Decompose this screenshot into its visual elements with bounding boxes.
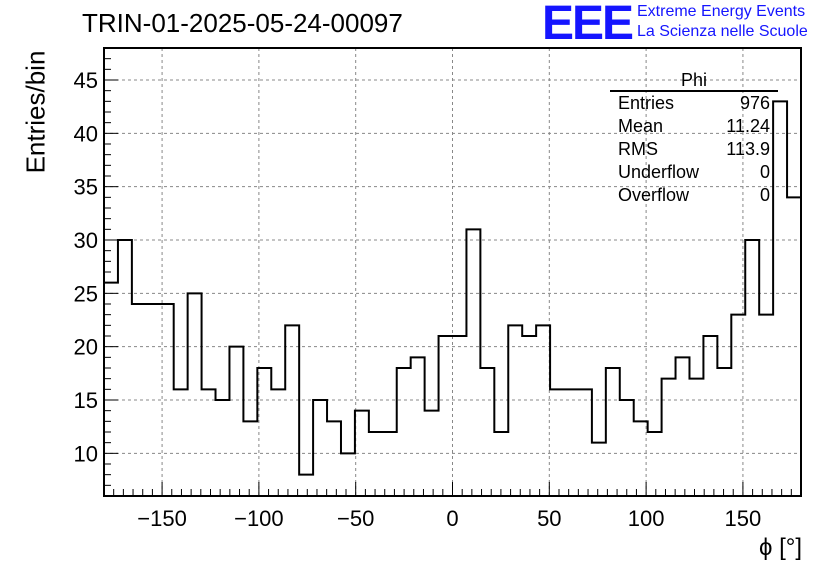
histogram-bin <box>132 304 146 496</box>
x-tick-label: −150 <box>137 506 187 531</box>
histogram-bin <box>118 240 132 496</box>
logo-line-2: La Scienza nelle Scuole <box>637 23 808 40</box>
histogram-bin <box>216 400 230 496</box>
stats-value: 0 <box>759 162 770 182</box>
y-axis-label: Entries/bin <box>20 50 51 174</box>
x-tick-label: 100 <box>628 506 665 531</box>
x-tick-label: 0 <box>446 506 458 531</box>
histogram-bin <box>759 315 773 496</box>
histogram-bin <box>536 325 550 496</box>
histogram-bin <box>634 421 648 496</box>
histogram-bin <box>550 389 564 496</box>
stats-label: Underflow <box>618 162 700 182</box>
stats-value: 0 <box>759 185 770 205</box>
histogram-bin <box>285 325 299 496</box>
stats-row: Mean 11.24 <box>610 115 778 138</box>
histogram-bin <box>411 357 425 496</box>
histogram-bin <box>327 421 341 496</box>
stats-value: 976 <box>739 93 770 113</box>
x-tick-label: 150 <box>725 506 762 531</box>
y-tick-label: 45 <box>74 68 98 93</box>
x-tick-label: −50 <box>337 506 374 531</box>
histogram-bin <box>606 368 620 496</box>
histogram-bin <box>592 443 606 496</box>
histogram-bin <box>188 293 202 496</box>
y-tick-label: 25 <box>74 281 98 306</box>
histogram-bin <box>578 389 592 496</box>
histogram-bin <box>439 336 453 496</box>
histogram-bin <box>397 368 411 496</box>
histogram-bin <box>174 389 188 496</box>
histogram-bin <box>717 368 731 496</box>
stats-divider <box>610 90 778 92</box>
stats-label: Entries <box>618 93 675 113</box>
stats-value: 113.9 <box>726 139 770 159</box>
y-tick-label: 35 <box>74 175 98 200</box>
histogram-bin <box>522 336 536 496</box>
histogram-bin <box>508 325 522 496</box>
histogram-bin <box>243 421 257 496</box>
chart-title: TRIN-01-2025-05-24-00097 <box>82 8 403 38</box>
stats-row: RMS 113.9 <box>610 138 778 161</box>
histogram-bin <box>383 432 397 496</box>
stats-label: Overflow <box>618 185 690 205</box>
tick-labels: −150 −100 −50 0 50 100 150 10 15 20 25 30 35 40 45 <box>74 68 762 531</box>
histogram-bin <box>494 432 508 496</box>
y-tick-label: 20 <box>74 335 98 360</box>
y-tick-label: 30 <box>74 228 98 253</box>
histogram-bin <box>745 240 759 496</box>
grid-lines <box>104 48 801 496</box>
x-tick-label: −100 <box>234 506 284 531</box>
histogram-bin <box>480 368 494 496</box>
stats-label: Mean <box>618 116 664 136</box>
histogram-bin <box>689 379 703 496</box>
histogram-bin <box>202 389 216 496</box>
logo-caption: Extreme Energy Events La Scienza nelle S… <box>637 2 808 42</box>
histogram-bin <box>299 475 313 496</box>
histogram-bin <box>369 432 383 496</box>
histogram-bin <box>620 400 634 496</box>
eee-logo: EEE <box>542 0 634 50</box>
axis-ticks <box>104 58 792 496</box>
histogram-bin <box>257 368 271 496</box>
stats-value: 11.24 <box>726 116 770 136</box>
histogram-bin <box>229 347 243 496</box>
x-tick-label: 50 <box>537 506 561 531</box>
histogram-outline <box>104 69 802 476</box>
stats-row: Overflow 0 <box>610 184 778 207</box>
histogram-bin <box>662 379 676 496</box>
y-tick-label: 10 <box>74 441 98 466</box>
y-tick-label: 40 <box>74 121 98 146</box>
x-axis-label: ϕ [°] <box>758 534 802 561</box>
histogram-bin <box>564 389 578 496</box>
stats-box: Phi Entries 976 Mean 11.24 RMS 113.9 Und… <box>610 70 778 207</box>
histogram-bin <box>313 400 327 496</box>
histogram-bin <box>676 357 690 496</box>
histogram-bin <box>648 432 662 496</box>
histogram-bin <box>466 229 480 496</box>
logo-line-1: Extreme Energy Events <box>637 3 806 20</box>
histogram-bin <box>453 336 467 496</box>
stats-row: Entries 976 <box>610 92 778 115</box>
stats-title: Phi <box>680 70 707 90</box>
histogram-bin <box>341 453 355 496</box>
y-tick-label: 15 <box>74 388 98 413</box>
histogram-series <box>104 69 802 496</box>
stats-label: RMS <box>618 139 658 159</box>
histogram-bin <box>271 389 285 496</box>
stats-row: Underflow 0 <box>610 161 778 184</box>
histogram-bin <box>703 336 717 496</box>
